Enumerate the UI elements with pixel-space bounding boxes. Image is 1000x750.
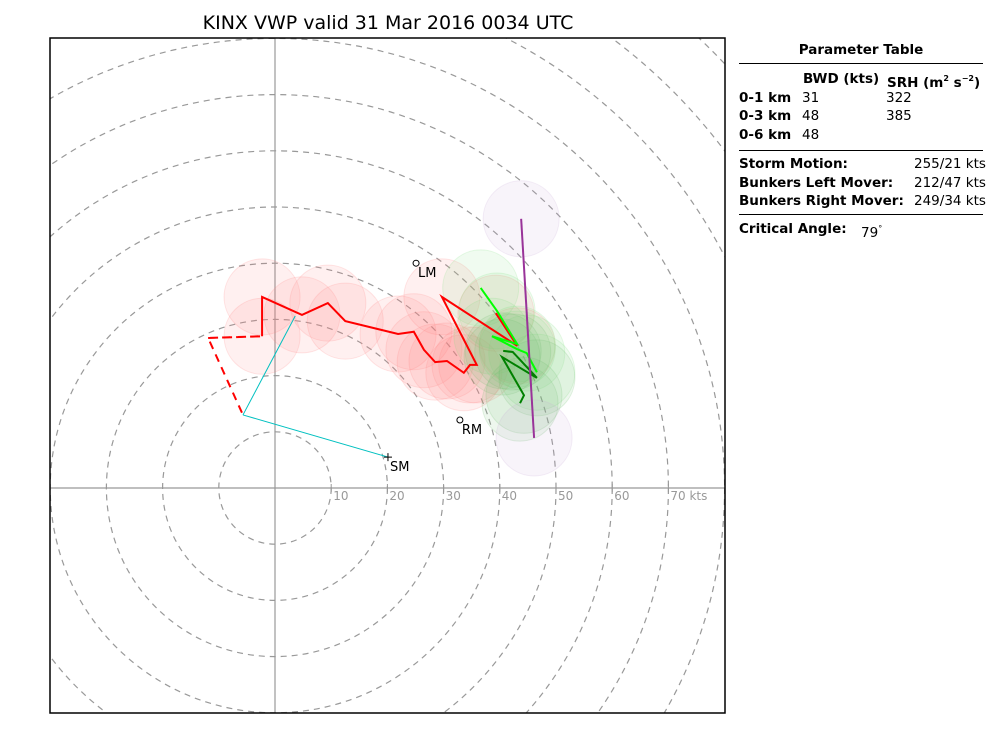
motion-label: Bunkers Right Mover: (739, 193, 904, 209)
to-0.5km-vector (242, 315, 296, 416)
chart-title: KINX VWP valid 31 Mar 2016 0034 UTC (202, 12, 574, 34)
marker-label-rm: RM (462, 423, 482, 438)
srh-header-text: s (948, 75, 962, 91)
critical-angle-row: Critical Angle: 79° (739, 220, 983, 241)
parameter-table-heading: Parameter Table (798, 42, 924, 58)
ring-label: 10 (333, 489, 348, 503)
srh-header-text: SRH (m (887, 75, 944, 91)
to-storm-motion-vector (242, 414, 389, 458)
critical-angle-value: 79° (861, 220, 882, 243)
layer-label: 0-3 km (739, 108, 792, 124)
marker-circle-icon (412, 259, 420, 267)
hodograph-line-3-6-km (479, 287, 538, 373)
motion-value: 249/34 kts (914, 193, 986, 209)
marker-plus-icon (383, 453, 392, 462)
divider (739, 213, 983, 215)
hodograph-line-0-3-km (261, 294, 519, 375)
srh-header-text: ) (973, 75, 981, 91)
layer-label: 0-6 km (739, 126, 792, 143)
degree-symbol: ° (878, 223, 883, 233)
parameter-row: 0-1 km 31 322 (739, 89, 983, 108)
motion-rows: Storm Motion: 255/21 kts Bunkers Left Move… (739, 155, 986, 211)
parameter-rows: 0-1 km 31 322 0-3 km 48 385 0-6 km 48 (739, 89, 983, 145)
parameter-row: 0-6 km 48 (739, 126, 983, 145)
hodograph-line-9-12-km (520, 218, 536, 439)
motion-label: Storm Motion: (739, 156, 848, 172)
ring-label: 50 (558, 489, 573, 503)
divider (739, 150, 983, 151)
srh-column-header: SRH (m2 s−2) (887, 70, 980, 93)
parameter-table: Parameter Table BWD (kts) SRH (m2 s−2) 0… (739, 42, 986, 241)
critical-angle-label: Critical Angle: (739, 220, 847, 237)
srh-value: 385 (886, 108, 912, 124)
ring-label: 30 (446, 489, 461, 503)
ring-label: 40 (502, 489, 517, 503)
parameter-table-header-row: BWD (kts) SRH (m2 s−2) (739, 70, 983, 91)
hodograph-line-6-9-km (499, 349, 538, 404)
bwd-value: 48 (802, 108, 820, 124)
marker-circle-icon (456, 416, 464, 424)
srh-header-sup: 2 (943, 74, 949, 83)
bwd-value: 31 (802, 89, 820, 106)
motion-label: Bunkers Left Mover: (739, 174, 894, 191)
motion-value: 212/47 kts (914, 174, 986, 191)
hodograph-series (206, 218, 538, 458)
srh-header-sup: −2 (961, 74, 974, 83)
layer-label: 0-1 km (739, 89, 792, 106)
motion-value: 255/21 kts (914, 156, 986, 172)
ring-labels: 10 20 30 40 50 60 70 kts (330, 484, 707, 503)
motion-row: Bunkers Right Mover: 249/34 kts (739, 192, 986, 211)
bwd-column-header: BWD (kts) (803, 71, 880, 87)
ring-label: 20 (389, 489, 404, 503)
motion-markers: SM LM RM (383, 259, 482, 475)
ring-label: 60 (614, 489, 629, 503)
ring-label: 70 kts (670, 489, 707, 503)
marker-label-sm: SM (390, 460, 409, 475)
axes-lines (50, 38, 725, 713)
parameter-row: 0-3 km 48 385 (739, 107, 983, 126)
motion-row: Bunkers Left Mover: 212/47 kts (739, 174, 986, 193)
bwd-value: 48 (802, 126, 820, 143)
srh-value: 322 (886, 89, 912, 106)
range-ring (50, 38, 725, 713)
critical-angle-number: 79 (861, 224, 879, 241)
motion-row: Storm Motion: 255/21 kts (739, 155, 986, 174)
plot-frame (49, 37, 726, 714)
divider (739, 63, 983, 64)
marker-label-lm: LM (418, 266, 436, 281)
